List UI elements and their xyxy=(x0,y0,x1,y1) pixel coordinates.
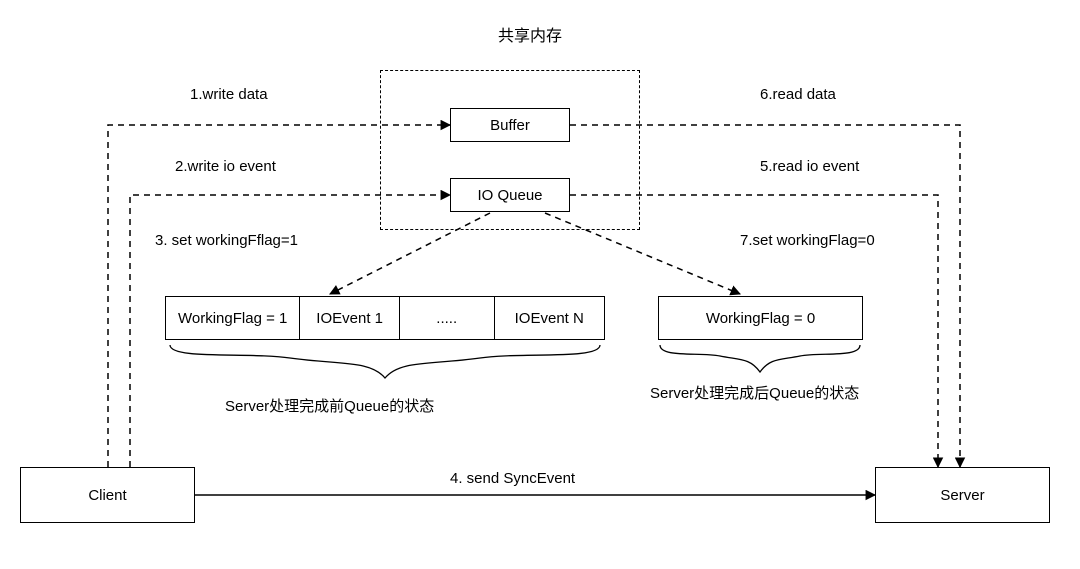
shared-memory-title: 共享内存 xyxy=(470,22,590,46)
edge-7-label: 7.set workingFlag=0 xyxy=(740,232,875,249)
queue-before-cell-3: IOEvent N xyxy=(495,297,605,339)
client-node: Client xyxy=(20,467,195,523)
queue-before-cell-0: WorkingFlag = 1 xyxy=(166,297,300,339)
edge-4-label: 4. send SyncEvent xyxy=(450,470,575,487)
queue-before-cell-1: IOEvent 1 xyxy=(300,297,400,339)
edge-1-label: 1.write data xyxy=(190,86,268,103)
edge-2-label: 2.write io event xyxy=(175,158,276,175)
edge-5-label: 5.read io event xyxy=(760,158,859,175)
io-queue-node: IO Queue xyxy=(450,178,570,212)
buffer-node: Buffer xyxy=(450,108,570,142)
queue-before-caption: Server处理完成前Queue的状态 xyxy=(225,395,434,416)
queue-after-box: WorkingFlag = 0 xyxy=(658,296,863,340)
edge-3-label: 3. set workingFflag=1 xyxy=(155,232,298,249)
queue-before-row: WorkingFlag = 1 IOEvent 1 ..... IOEvent … xyxy=(165,296,605,340)
edge-6-label: 6.read data xyxy=(760,86,836,103)
server-node: Server xyxy=(875,467,1050,523)
queue-after-caption: Server处理完成后Queue的状态 xyxy=(650,382,859,403)
queue-before-cell-2: ..... xyxy=(400,297,495,339)
